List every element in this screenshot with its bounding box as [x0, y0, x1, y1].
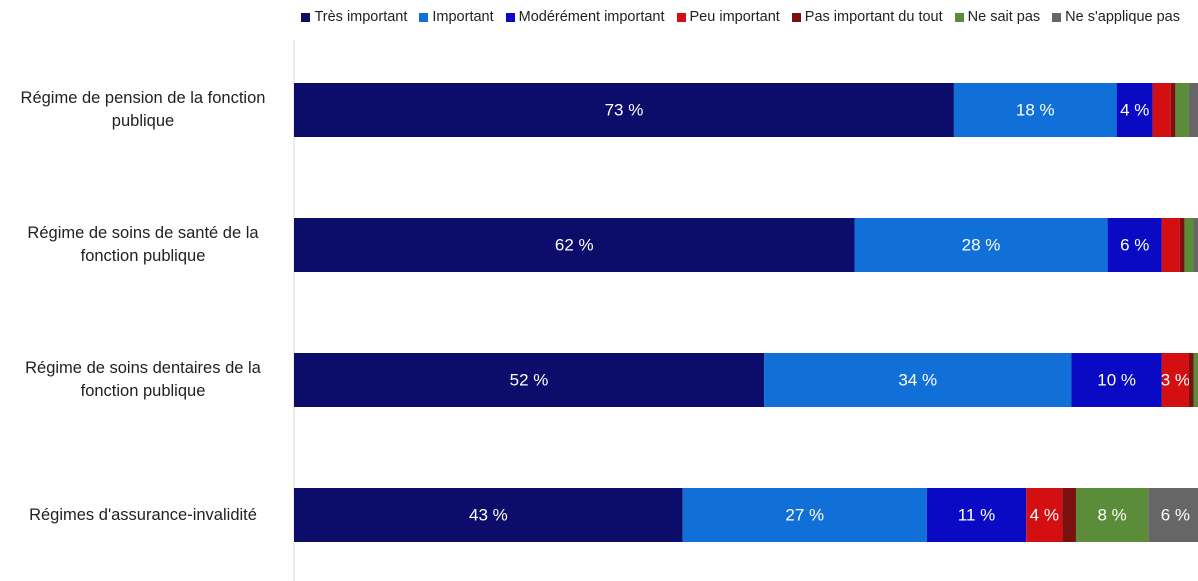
legend-label: Très important — [314, 9, 408, 25]
bar-segment — [926, 488, 1027, 542]
value-label: 10 % — [1097, 370, 1136, 389]
category-text: Régime de soins de santé de la fonction … — [27, 224, 259, 265]
legend: Très important Important Modérément import… — [301, 9, 1180, 25]
legend-swatch — [1052, 12, 1062, 22]
value-label: 3 % — [1161, 370, 1190, 389]
legend-item: Important — [419, 9, 494, 25]
legend-item: Très important — [301, 9, 407, 25]
value-label: 73 % — [605, 100, 644, 119]
category-text: Régime de soins dentaires de la fonction… — [25, 359, 261, 400]
legend-item: Ne sait pas — [954, 9, 1041, 25]
legend-item: Peu important — [676, 9, 780, 25]
bar-segment — [294, 488, 683, 542]
bar-segment — [1161, 353, 1189, 407]
bar-segment — [1062, 488, 1076, 542]
bar-segment — [1179, 218, 1185, 272]
legend-item: Modérément important — [505, 9, 665, 25]
bar-segment — [1148, 488, 1198, 542]
bar-segment — [854, 218, 1108, 272]
bar-segment — [1188, 83, 1198, 137]
value-label: 18 % — [1016, 100, 1055, 119]
bar-segment — [1161, 218, 1180, 272]
category-text: Régime de pension de la fonction publiqu… — [20, 89, 266, 130]
category-label: Régime de soins de santé de la fonction … — [0, 215, 286, 275]
legend-swatch — [676, 12, 686, 22]
category-label: Régimes d'assurance-invalidité — [0, 485, 286, 545]
bar-segment — [1184, 218, 1194, 272]
bar-segment — [1075, 488, 1149, 542]
value-label: 6 % — [1161, 505, 1190, 524]
legend-label: Important — [432, 9, 494, 25]
legend-swatch — [954, 12, 964, 22]
category-label: Régime de soins dentaires de la fonction… — [0, 350, 286, 410]
category-text: Régimes d'assurance-invalidité — [29, 505, 257, 524]
bar-segment — [682, 488, 927, 542]
legend-swatch — [791, 12, 801, 22]
bar-segment — [1107, 218, 1162, 272]
bar-segment — [1071, 353, 1162, 407]
value-label: 62 % — [555, 235, 594, 254]
value-label: 43 % — [469, 505, 508, 524]
legend-label: Ne s'applique pas — [1065, 9, 1180, 25]
value-label: 28 % — [962, 235, 1001, 254]
legend-swatch — [301, 12, 311, 22]
value-label: 27 % — [785, 505, 824, 524]
bar-segment — [1193, 353, 1198, 407]
legend-swatch — [419, 12, 429, 22]
bar-segment — [953, 83, 1117, 137]
legend-label: Peu important — [689, 9, 780, 25]
legend-label: Pas important du tout — [804, 9, 943, 25]
bar-segment — [294, 218, 855, 272]
legend-label: Modérément important — [518, 9, 665, 25]
bar-segment — [294, 353, 765, 407]
legend-label: Ne sait pas — [967, 9, 1041, 25]
bar-segment — [294, 83, 954, 137]
bar-segment — [1175, 83, 1189, 137]
bar-segment — [1188, 353, 1194, 407]
value-label: 4 % — [1030, 505, 1059, 524]
value-label: 11 % — [958, 505, 996, 524]
bar-segment — [764, 353, 1072, 407]
legend-item: Ne s'applique pas — [1052, 9, 1180, 25]
legend-item: Pas important du tout — [791, 9, 943, 25]
value-label: 52 % — [510, 370, 549, 389]
value-label: 34 % — [898, 370, 937, 389]
value-label: 8 % — [1097, 505, 1126, 524]
legend-swatch — [505, 12, 515, 22]
value-label: 6 % — [1120, 235, 1149, 254]
value-label: 4 % — [1120, 100, 1149, 119]
category-label: Régime de pension de la fonction publiqu… — [0, 80, 286, 140]
bar-segment — [1170, 83, 1176, 137]
bar-segment — [1116, 83, 1153, 137]
bar-segment — [1152, 83, 1171, 137]
bar-segment — [1193, 218, 1198, 272]
bar-segment — [1026, 488, 1063, 542]
